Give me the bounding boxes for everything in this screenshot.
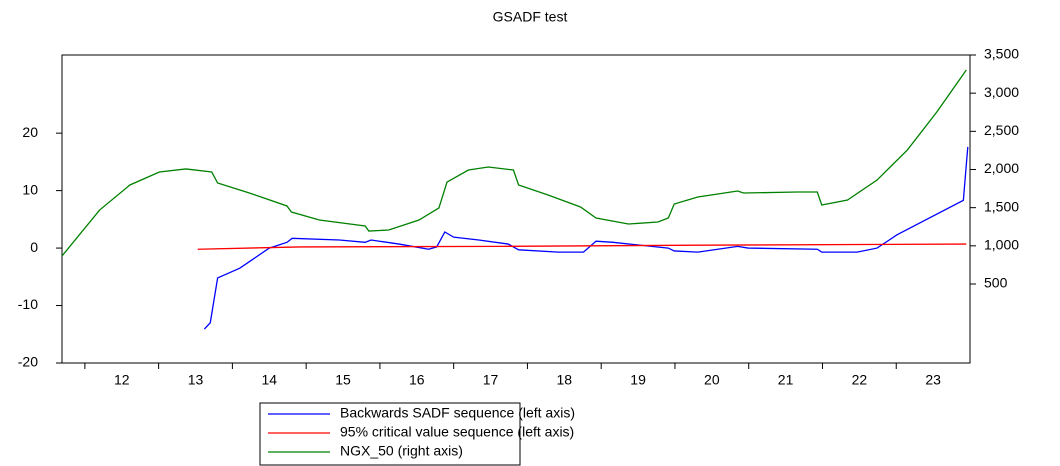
x-tick-label: 19: [630, 372, 646, 388]
x-tick-label: 20: [704, 372, 720, 388]
series-line: [203, 146, 969, 330]
x-tick-label: 17: [483, 372, 499, 388]
chart-title: GSADF test: [493, 9, 568, 25]
plot-frame: [61, 54, 971, 364]
y2-tick-label: 2,000: [984, 160, 1019, 176]
legend-label: NGX_50 (right axis): [340, 443, 463, 459]
y-tick-label: -20: [18, 354, 38, 370]
y2-tick-label: 500: [984, 275, 1008, 291]
y2-tick-label: 1,000: [984, 237, 1019, 253]
x-tick-label: 23: [925, 372, 941, 388]
series-line: [197, 243, 967, 250]
legend-box: [259, 402, 521, 466]
y-tick-label: 10: [22, 181, 38, 197]
x-tick-label: 22: [852, 372, 868, 388]
x-tick-label: 14: [261, 372, 277, 388]
x-tick-label: 13: [188, 372, 204, 388]
x-tick-label: 12: [114, 372, 130, 388]
x-tick-label: 18: [557, 372, 573, 388]
y2-tick-label: 1,500: [984, 198, 1019, 214]
x-tick-label: 16: [409, 372, 425, 388]
y-tick-label: -10: [18, 296, 38, 312]
x-tick-label: 21: [778, 372, 794, 388]
y2-tick-label: 3,000: [984, 84, 1019, 100]
x-tick-label: 15: [335, 372, 351, 388]
legend-label: 95% critical value sequence (left axis): [340, 424, 574, 440]
y-tick-label: 0: [30, 239, 38, 255]
y2-tick-label: 2,500: [984, 122, 1019, 138]
y2-tick-label: 3,500: [984, 46, 1019, 62]
y-tick-label: 20: [22, 124, 38, 140]
series-line: [61, 69, 967, 257]
legend-label: Backwards SADF sequence (left axis): [340, 405, 575, 421]
